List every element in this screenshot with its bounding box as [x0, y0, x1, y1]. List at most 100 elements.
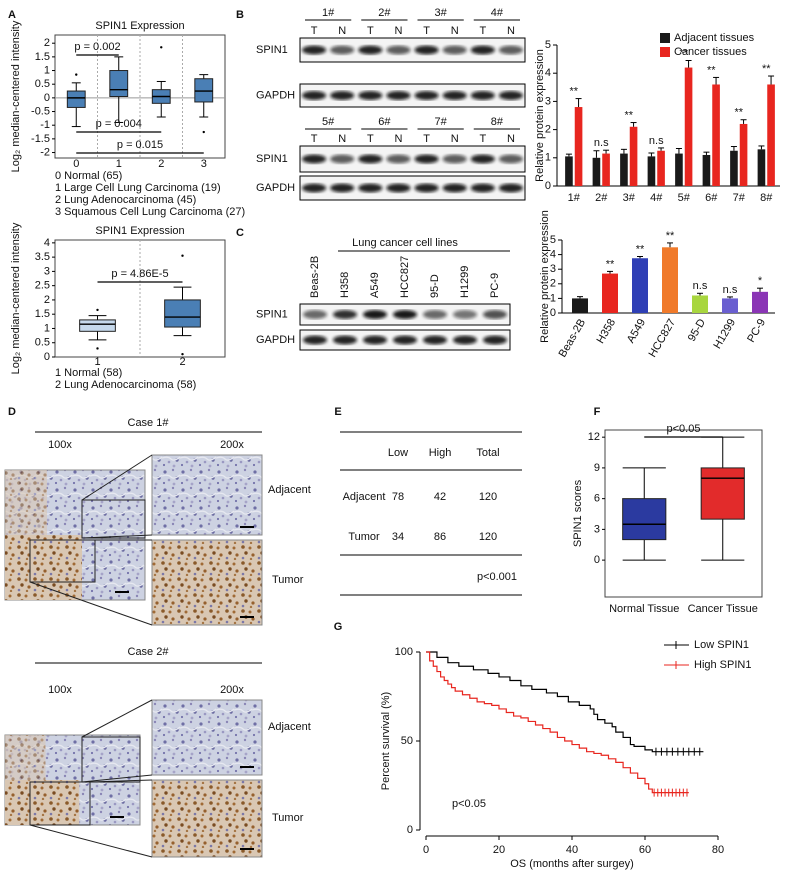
x-tick-label: 8#	[760, 192, 773, 204]
zoom-line	[81, 454, 153, 501]
y-axis-label: Log₂ median-centered intensity	[10, 222, 22, 374]
x-tick-label: H1299	[712, 317, 739, 351]
x-tick-label: 0	[423, 844, 429, 856]
group-label: 2#	[378, 7, 391, 19]
row-label: SPIN1	[256, 44, 288, 56]
bar	[722, 298, 738, 313]
outlier	[160, 46, 163, 49]
plot-frame	[604, 429, 763, 598]
x-tick-label: 5#	[678, 192, 691, 204]
table-cell: Tumor	[348, 531, 380, 543]
blot-band	[470, 154, 495, 164]
y-tick-label: 0	[44, 351, 50, 363]
lane-label: N	[507, 133, 515, 145]
lane-label: T	[479, 133, 486, 145]
row-label: GAPDH	[256, 182, 295, 194]
blot-band	[330, 183, 355, 193]
y-tick-label: 2	[44, 37, 50, 49]
ihc-image	[151, 699, 263, 776]
box	[66, 90, 86, 108]
blot-band	[330, 45, 355, 55]
x-tick-label: Beas-2B	[557, 317, 588, 360]
blot-band	[302, 45, 327, 55]
annotation: p = 0.015	[117, 139, 163, 151]
magnification-label: 200x	[220, 684, 244, 696]
y-tick-label: 0.5	[35, 78, 50, 90]
zoom-box	[29, 781, 91, 826]
significance: **	[666, 230, 675, 242]
blot-band	[483, 310, 507, 319]
blot-band	[358, 91, 383, 100]
bar	[602, 153, 610, 186]
y-tick-label: 3	[545, 95, 551, 107]
significance: **	[762, 63, 771, 75]
group-label: 5#	[322, 116, 335, 128]
lane-label: N	[451, 133, 459, 145]
survival-curve	[426, 651, 704, 753]
x-tick-label: 95-D	[686, 317, 708, 344]
bar	[602, 273, 618, 313]
x-tick-label: 4#	[650, 192, 663, 204]
y-tick-label: -1	[40, 119, 50, 131]
lane-label: PC-9	[489, 273, 501, 298]
row-label: GAPDH	[256, 89, 295, 101]
y-axis-label: Relative protein expression	[534, 49, 546, 182]
significance: n.s	[693, 280, 708, 292]
significance: **	[624, 109, 633, 121]
blot-band	[414, 91, 439, 100]
blot-band	[442, 183, 467, 193]
blot-band	[363, 335, 387, 345]
group-label: 4#	[491, 7, 504, 19]
y-tick-label: -2	[40, 146, 50, 158]
group-label: 8#	[491, 116, 504, 128]
zoom-line	[29, 824, 153, 858]
legend-note: 0 Normal (65)	[55, 170, 122, 182]
row-label: GAPDH	[256, 334, 295, 346]
bar	[739, 123, 748, 186]
y-tick-label: 1	[550, 292, 556, 304]
blot-band	[498, 183, 523, 193]
table-header: High	[429, 447, 452, 459]
bar	[592, 157, 601, 186]
lane-label: H1299	[459, 266, 471, 298]
panel-label: C	[236, 227, 244, 239]
bar	[702, 154, 711, 186]
y-tick-label: 0	[44, 92, 50, 104]
table-cell: 34	[392, 531, 404, 543]
bar	[675, 153, 683, 186]
x-tick-label: 60	[639, 844, 651, 856]
zoom-line	[81, 774, 153, 783]
blot-band	[414, 45, 439, 55]
lane-label: H358	[339, 272, 351, 298]
x-tick-label: A549	[625, 317, 648, 345]
box	[700, 467, 745, 520]
y-tick-label: 2.5	[35, 280, 50, 292]
panel-label: F	[594, 406, 601, 418]
group-label: 1#	[322, 7, 335, 19]
legend-note: 2 Lung Adenocarcinoma (45)	[55, 194, 196, 206]
x-tick-label: 0	[73, 158, 79, 170]
bar	[730, 150, 738, 186]
table-header: Low	[388, 447, 408, 459]
bar	[692, 295, 708, 313]
zoom-line	[81, 534, 153, 539]
zoom-line	[89, 779, 153, 783]
blot-band	[303, 310, 327, 319]
outlier	[96, 308, 99, 312]
y-tick-label: 9	[594, 462, 600, 474]
x-tick-label: 3#	[623, 192, 636, 204]
lane-label: HCC827	[399, 256, 411, 298]
x-tick-label: H358	[595, 317, 619, 346]
case-label: Case 1#	[128, 417, 170, 429]
lane-label: T	[479, 25, 486, 37]
outlier	[181, 254, 184, 257]
significance: **	[679, 47, 688, 59]
y-tick-label: 0	[550, 307, 556, 319]
x-tick-label: 1	[116, 158, 122, 170]
blot-band	[453, 335, 477, 345]
panel-label: G	[334, 621, 343, 633]
bar	[712, 84, 720, 186]
x-tick-label: 80	[712, 844, 724, 856]
bar	[629, 126, 638, 186]
y-tick-label: 5	[545, 39, 551, 51]
